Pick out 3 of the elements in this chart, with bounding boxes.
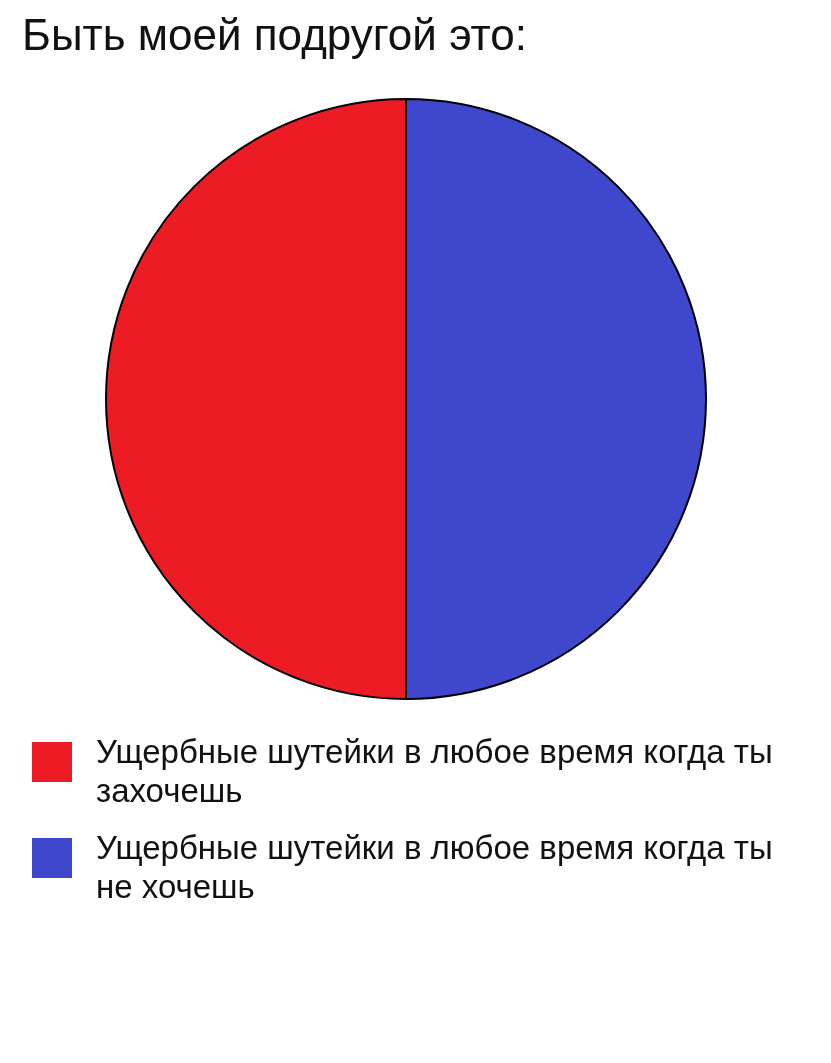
chart-title: Быть моей подругой это: [22,10,528,60]
legend-label: Ущербные шутейки в любое время когда ты захочешь [96,732,774,810]
legend-label: Ущербные шутейки в любое время когда ты не хочешь [96,828,774,906]
